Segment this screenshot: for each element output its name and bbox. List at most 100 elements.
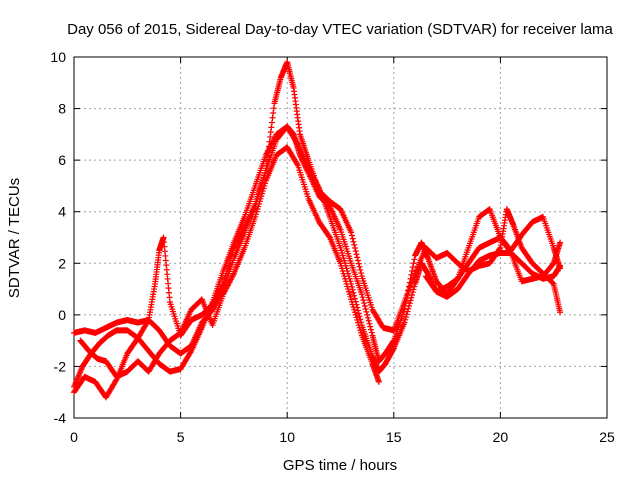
data-point — [409, 264, 416, 271]
data-point — [356, 313, 363, 320]
data-point — [406, 300, 413, 307]
data-point — [367, 326, 374, 333]
data-point — [407, 297, 414, 304]
data-point — [294, 161, 301, 168]
y-axis-title: SDTVAR / TECUs — [6, 178, 23, 298]
data-point — [549, 280, 556, 287]
data-point — [263, 162, 270, 169]
data-point — [269, 114, 276, 121]
data-point — [356, 263, 363, 270]
data-point — [390, 346, 397, 353]
y-tick-label: 6 — [58, 152, 66, 168]
series-arc-e — [422, 234, 564, 295]
plot-frame — [73, 56, 608, 419]
data-point — [363, 308, 370, 315]
data-point — [350, 289, 357, 296]
x-tick-labels: 0 5 10 15 20 25 — [70, 429, 615, 445]
data-point — [348, 229, 355, 236]
chart-title: Day 056 of 2015, Sidereal Day-to-day VTE… — [67, 21, 613, 38]
data-point — [368, 329, 375, 336]
series-arc-b — [71, 123, 564, 391]
x-axis-title: GPS time / hours — [283, 457, 397, 474]
x-tick-label: 20 — [493, 429, 509, 445]
data-point — [402, 316, 409, 323]
data-point — [362, 305, 369, 312]
y-tick-label: 10 — [50, 49, 66, 65]
x-tick-label: 5 — [177, 429, 185, 445]
x-tick-label: 0 — [70, 429, 78, 445]
data-point — [265, 143, 272, 150]
data-point — [264, 153, 271, 160]
data-point — [557, 309, 564, 316]
data-point — [270, 105, 277, 112]
data-point — [350, 238, 357, 245]
data-point — [353, 251, 360, 258]
data-point — [361, 303, 368, 310]
data-point — [267, 133, 274, 140]
data-point — [404, 308, 411, 315]
data-point — [349, 235, 356, 242]
x-tick-label: 10 — [279, 429, 295, 445]
data-point — [262, 167, 269, 174]
data-point — [360, 297, 367, 304]
axis-ticks — [73, 56, 608, 419]
data-point — [365, 317, 372, 324]
data-point — [364, 314, 371, 321]
data-point — [402, 314, 409, 321]
data-points — [71, 59, 564, 401]
data-point — [359, 294, 366, 301]
data-point — [401, 319, 408, 326]
x-tick-label: 15 — [386, 429, 402, 445]
y-tick-label: 4 — [58, 204, 66, 220]
data-point — [409, 268, 416, 275]
series-arc-d — [77, 144, 382, 385]
data-point — [403, 311, 410, 318]
data-point — [351, 244, 358, 251]
data-point — [270, 109, 277, 116]
data-point — [357, 266, 364, 273]
data-point — [268, 119, 275, 126]
y-tick-label: -4 — [54, 410, 67, 426]
data-point — [351, 295, 358, 302]
data-point — [357, 316, 364, 323]
data-point — [355, 310, 362, 317]
data-point — [351, 292, 358, 299]
data-point — [496, 245, 503, 252]
data-point — [358, 270, 365, 277]
data-point — [358, 291, 365, 298]
data-point — [355, 307, 362, 314]
data-point — [364, 311, 371, 318]
data-point — [266, 138, 273, 145]
y-tick-label: -2 — [54, 358, 67, 374]
data-point — [268, 124, 275, 131]
data-point — [352, 248, 359, 255]
data-point — [355, 260, 362, 267]
data-point — [406, 303, 413, 310]
data-point — [366, 320, 373, 327]
data-point — [354, 254, 361, 261]
data-point — [411, 256, 418, 263]
data-point — [375, 378, 382, 385]
data-point — [267, 129, 274, 136]
x-tick-label: 25 — [599, 429, 615, 445]
data-point — [411, 283, 418, 290]
y-tick-label: 2 — [58, 255, 66, 271]
data-point — [557, 262, 564, 269]
series-arc-c — [71, 59, 564, 401]
data-point — [355, 257, 362, 264]
data-point — [408, 294, 415, 301]
data-point — [409, 291, 416, 298]
data-point — [265, 148, 272, 155]
data-point — [349, 286, 356, 293]
y-tick-label: 8 — [58, 101, 66, 117]
data-point — [351, 241, 358, 248]
data-point — [367, 323, 374, 330]
data-point — [361, 300, 368, 307]
data-point — [405, 305, 412, 312]
data-point — [264, 157, 271, 164]
y-tick-labels: -4 -2 0 2 4 6 8 10 — [50, 49, 66, 426]
data-point — [410, 260, 417, 267]
data-point — [507, 248, 514, 255]
data-point — [144, 318, 151, 325]
